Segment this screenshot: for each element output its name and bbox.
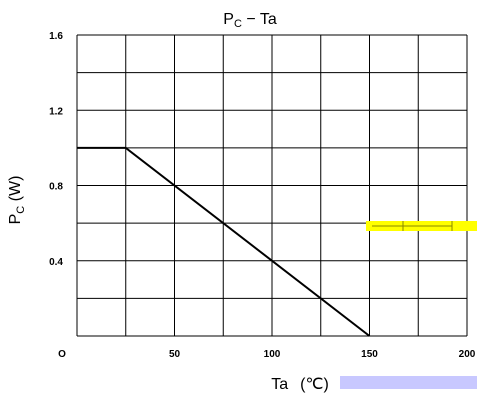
y-tick-label: 1.2: [49, 106, 63, 117]
x-tick-label: 50: [169, 349, 181, 360]
series-group: [77, 146, 371, 337]
y-tick-label: 0.4: [49, 257, 63, 268]
x-tick-label: 150: [361, 349, 378, 360]
y-axis-label: PC (W): [7, 176, 27, 225]
grid: [76, 34, 468, 337]
x-axis-label: Ta (℃): [271, 376, 329, 393]
x-tick-labels: 50 100 150 200: [169, 349, 476, 360]
y-tick-labels: 0.4 0.8 1.2 1.6: [49, 31, 63, 268]
series-line: [77, 146, 371, 337]
y-tick-label: 0.8: [49, 182, 63, 193]
lavender-band: [340, 376, 477, 389]
chart-title: PC − Ta: [223, 11, 277, 30]
highlight-artifact: [366, 221, 477, 231]
origin-label: O: [58, 349, 66, 360]
x-tick-label: 200: [459, 349, 476, 360]
y-tick-label: 1.6: [49, 31, 63, 42]
x-tick-label: 100: [264, 349, 281, 360]
